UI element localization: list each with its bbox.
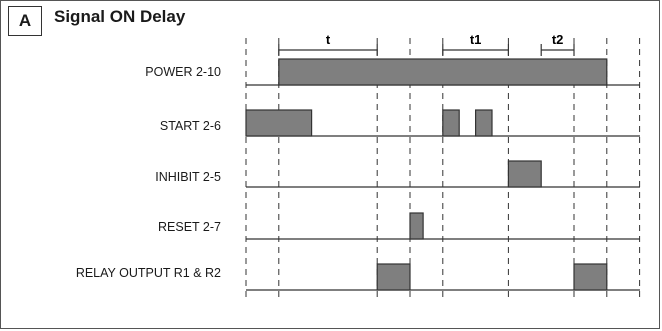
pulse-1-0: [245, 109, 313, 137]
diagram-title: Signal ON Delay: [54, 7, 186, 26]
pulse-0-0: [278, 58, 608, 86]
signal-label-relay: RELAY OUTPUT R1 & R2: [75, 266, 221, 280]
pulse-2-0: [507, 160, 542, 188]
interval-label-0: t: [326, 32, 331, 47]
pulse-1-1: [442, 109, 460, 137]
interval-label-1: t1: [470, 32, 482, 47]
panel-letter: A: [8, 6, 42, 36]
pulse-3-0: [409, 212, 424, 240]
signal-label-reset: RESET 2-7: [158, 220, 221, 234]
signal-label-inhibit: INHIBIT 2-5: [155, 170, 221, 184]
pulse-4-0: [376, 263, 411, 291]
interval-label-2: t2: [552, 32, 564, 47]
pulse-1-2: [475, 109, 493, 137]
pulse-4-1: [573, 263, 608, 291]
signal-label-power: POWER 2-10: [145, 65, 221, 79]
signal-label-start: START 2-6: [159, 119, 221, 133]
